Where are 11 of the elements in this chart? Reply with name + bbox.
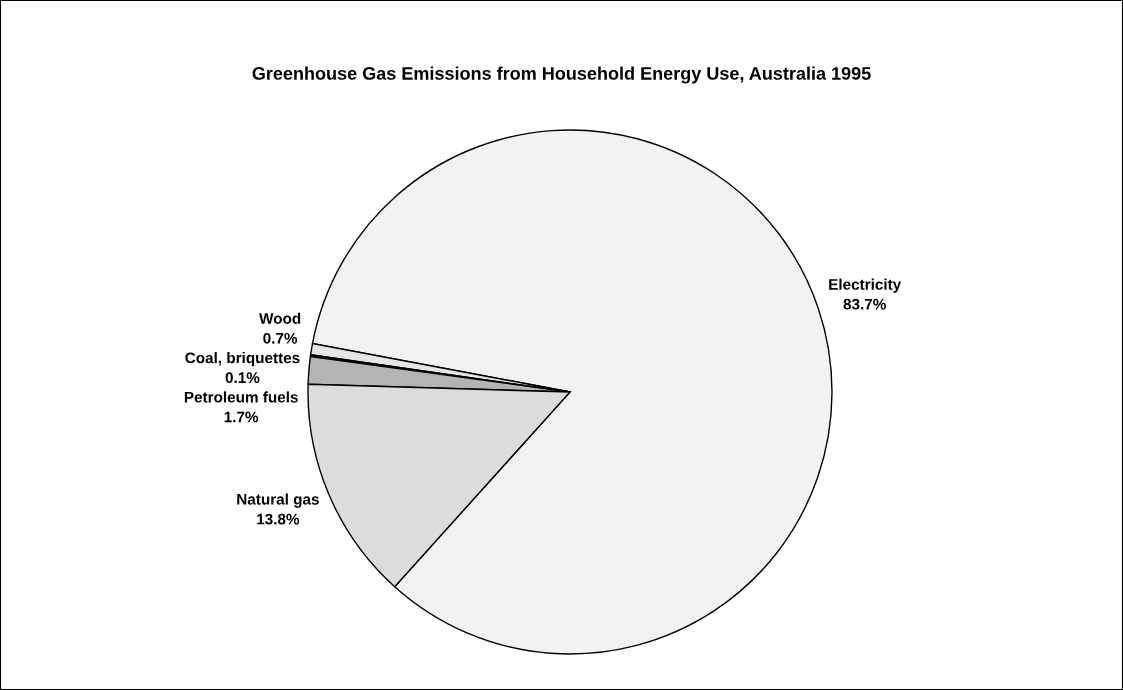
data-label: 83.7% <box>843 298 886 310</box>
data-label: 13.8% <box>257 513 300 525</box>
slice-label: Wood <box>259 312 301 324</box>
slice-label: Natural gas <box>237 493 319 508</box>
slice-label: Petroleum fuels <box>184 391 298 403</box>
data-label: 0.1% <box>225 372 260 384</box>
chart-title: Greenhouse Gas Emissions from Household Energy Use, Australia 1995 <box>252 66 871 84</box>
data-label: 1.7% <box>224 411 259 423</box>
slice-label: Coal, briquettes <box>185 352 300 367</box>
data-label: 0.7% <box>263 332 298 344</box>
slice-label: Electricity <box>829 278 902 293</box>
